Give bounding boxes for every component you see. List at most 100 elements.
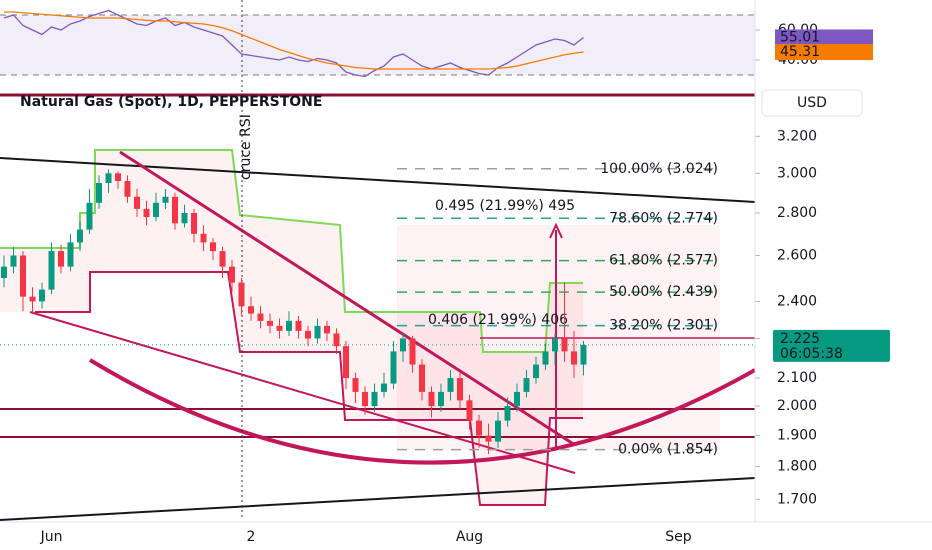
candle-body [124,181,131,197]
candle-body [134,196,140,209]
fib-label: 61.80% (2.577) [609,253,718,269]
trend-line [0,157,756,203]
rsi-badge [775,29,873,46]
upper-step-line [0,149,583,353]
candle-body [580,344,587,365]
rsi-badge-value: 45.31 [780,44,820,60]
candle-body [210,242,216,252]
candle-body [162,196,169,203]
candle-body [438,391,444,407]
y-tick-label: 2.000 [777,398,817,414]
candle-body [324,325,330,334]
candle-body [466,400,473,421]
candle-body [457,378,463,401]
candle-body [295,320,302,331]
candle-body [58,251,64,267]
candle-body [371,391,378,407]
candle-body [105,173,112,183]
candle-body [39,289,45,302]
candle-body [200,233,207,243]
x-tick-label: Jun [40,529,63,545]
fib-label: 38.20% (2.301) [609,318,718,334]
candle-body [257,313,264,321]
currency: USD [797,95,827,111]
fib-label: 0.00% (1.854) [618,442,718,458]
candle-body [381,383,387,392]
candle-body [276,325,283,331]
candle-body [428,391,435,407]
candle-body [143,208,150,218]
candle-body [267,320,273,326]
fib-label: 78.60% (2.774) [609,210,718,226]
x-tick-label: Aug [456,529,483,545]
candle-body [153,202,159,218]
chart-title: Natural Gas (Spot), 1D, PEPPERSTONE [20,94,322,110]
y-tick-label: 3.200 [777,128,817,144]
fib-label: 100.00% (3.024) [600,161,718,177]
candle-body [286,320,292,331]
x-tick-label: 2 [247,529,256,545]
candle-body [352,378,359,392]
countdown: 06:05:38 [780,346,843,362]
candle-body [305,330,311,339]
candle-body [10,255,17,267]
currency-button[interactable] [761,89,863,117]
candle-body [476,420,482,436]
price-badge [773,329,890,362]
trend-line [119,150,576,447]
candle-body [96,182,102,203]
candle-body [314,325,321,339]
candle-body [400,338,406,352]
y-tick-label: 2.100 [777,370,817,386]
arrow-head [549,222,563,239]
candle-body [514,391,520,407]
candle-body [67,242,74,267]
candle-body [495,420,501,442]
candle-body [561,338,568,352]
candle-body [219,251,226,267]
candle-body [333,333,340,347]
price-badge-value: 2.225 [780,331,820,347]
y-tick-label: 1.700 [777,491,817,507]
y-tick-label: 3.000 [777,165,817,181]
rsi-line [3,9,584,78]
rsi-badge-value: 55.01 [780,29,820,45]
rsi-badge [775,44,873,61]
trend-line [29,311,576,474]
y-tick-label: 1.900 [777,428,817,444]
candle-body [86,202,93,230]
measure-label: 0.495 (21.99%) 495 [435,198,575,214]
candle-body [485,435,492,442]
candle-body [20,255,26,297]
candle-body [181,212,188,224]
annotation: cruce RSI [238,114,254,180]
y-tick-label: 2.600 [777,247,817,263]
price-pane: 1.7001.8001.9002.0002.1002.2502.4002.600… [0,0,890,545]
candle-body [77,229,83,243]
candle-body [48,251,55,290]
candle-body [238,282,245,307]
candle-body [447,378,454,392]
rsi-line [4,11,584,70]
x-tick-label: Sep [665,529,692,545]
candle-body [533,364,539,379]
candle-body [362,391,368,407]
candle-body [343,346,349,379]
y-tick-label: 2.800 [777,205,817,221]
y-tick-label: 1.800 [777,459,817,475]
candle-body [390,351,397,384]
y-tick-label: 2.400 [777,293,817,309]
candle-body [29,296,36,302]
candle-body [409,338,416,365]
candle-body [172,196,178,224]
candle-body [229,266,235,283]
rsi-band [0,15,755,75]
measure-label: 0.406 (21.99%) 406 [428,312,568,328]
candle-body [1,266,7,278]
candle-body [504,406,511,421]
candle-body [571,351,577,365]
candle-body [191,212,197,234]
candle-body [419,364,425,392]
